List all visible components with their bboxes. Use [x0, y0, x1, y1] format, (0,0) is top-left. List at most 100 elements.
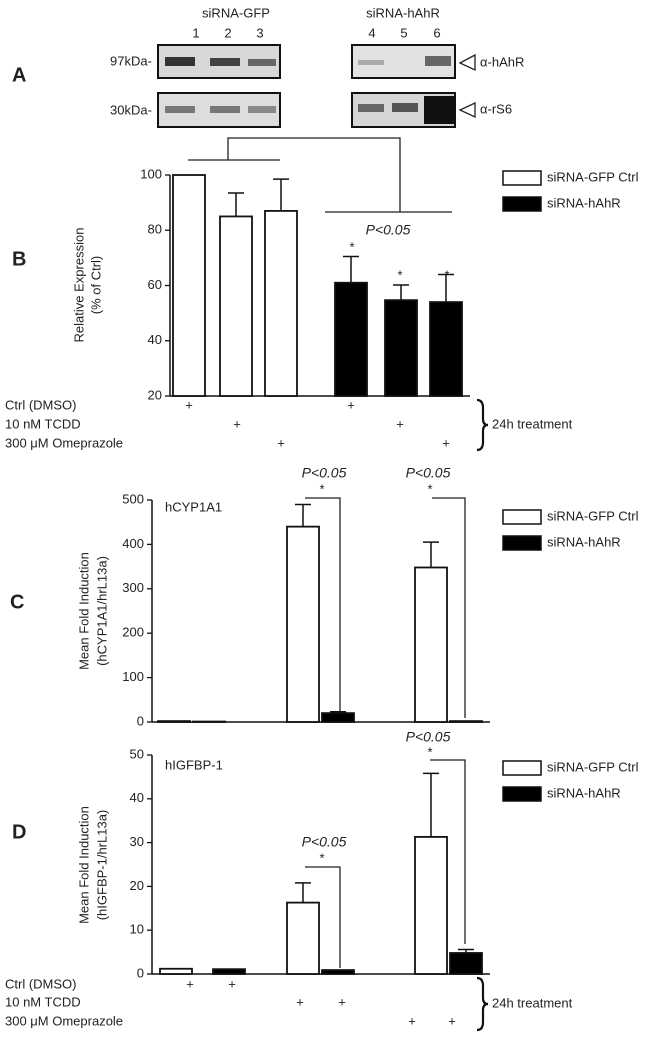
bar	[321, 969, 355, 975]
bar	[172, 174, 206, 397]
annotation: hCYP1A1	[165, 499, 222, 514]
y-axis-label: Relative Expression	[71, 228, 86, 343]
treatment-label: Ctrl (DMSO)	[5, 397, 77, 412]
y-tick-label: 80	[148, 222, 162, 237]
error-bar	[423, 772, 439, 837]
annotation: P<0.05	[366, 222, 411, 238]
lane: 1	[192, 25, 199, 40]
annotation: *	[427, 481, 432, 496]
bar	[264, 210, 298, 397]
y-tick-label: 40	[148, 332, 162, 347]
error-bar	[423, 541, 439, 568]
annotation: *	[349, 239, 354, 254]
lane: 3	[256, 25, 263, 40]
bracket	[305, 497, 466, 718]
bar	[321, 712, 355, 723]
treatment-mark: +	[277, 435, 285, 450]
panel-label: B	[12, 248, 26, 270]
brace-label: 24h treatment	[492, 995, 573, 1010]
error-bar	[343, 255, 359, 283]
annotation: P<0.05	[302, 465, 347, 481]
lane: 5	[400, 25, 407, 40]
treatment-label: 10 nM TCDD	[5, 994, 81, 1009]
legend-label: siRNA-GFP Ctrl	[547, 169, 639, 184]
annotation: hIGFBP-1	[165, 757, 223, 772]
y-tick-label: 0	[137, 965, 144, 980]
annotation: P<0.05	[406, 465, 451, 481]
annotation: *	[319, 481, 324, 496]
blot-image	[157, 44, 456, 128]
y-tick-label: 100	[122, 669, 144, 684]
y-tick-label: 20	[148, 387, 162, 402]
bar	[429, 301, 463, 397]
legend-label: siRNA-hAhR	[547, 195, 621, 210]
legend-swatch	[502, 196, 542, 212]
panel-label: C	[10, 591, 24, 613]
y-axis-label: (% of Ctrl)	[88, 256, 103, 315]
treatment-label: Ctrl (DMSO)	[5, 976, 77, 991]
y-tick-label: 10	[130, 922, 144, 937]
legend-swatch	[502, 509, 542, 525]
treatment-mark: +	[228, 976, 236, 991]
treatment-mark: +	[442, 435, 450, 450]
bar	[334, 281, 368, 397]
bar	[414, 566, 448, 723]
treatment-mark: +	[185, 397, 193, 412]
legend-swatch	[502, 786, 542, 802]
y-axis-label: Mean Fold Induction	[76, 552, 91, 670]
annotation: P<0.05	[302, 834, 347, 850]
bar	[449, 952, 483, 975]
size-marker: 97kDa-	[110, 53, 152, 68]
arrow	[458, 53, 476, 119]
y-axis-label: (hCYP1A1/hrL13a)	[94, 556, 109, 666]
antibody: α-hAhR	[480, 54, 524, 69]
bracket	[305, 759, 466, 968]
error-bar	[295, 503, 311, 527]
treatment-mark: +	[296, 994, 304, 1009]
y-tick-label: 60	[148, 277, 162, 292]
size-marker: 30kDa-	[110, 102, 152, 117]
lane: 2	[224, 25, 231, 40]
legend-label: siRNA-hAhR	[547, 785, 621, 800]
y-tick-label: 400	[122, 536, 144, 551]
panel-label: D	[12, 821, 26, 843]
legend-label: siRNA-GFP Ctrl	[547, 508, 639, 523]
legend-label: siRNA-GFP Ctrl	[547, 759, 639, 774]
error-bar	[438, 273, 454, 303]
bar	[286, 901, 320, 975]
bar	[219, 215, 253, 397]
treatment-mark: +	[396, 416, 404, 431]
y-axis-label: (hIGFBP-1/hrL13a)	[94, 810, 109, 921]
y-tick-label: 200	[122, 625, 144, 640]
y-tick-label: 0	[137, 713, 144, 728]
error-bar	[273, 178, 289, 211]
treatment-mark: +	[448, 1013, 456, 1028]
y-tick-label: 500	[122, 491, 144, 506]
bar	[157, 720, 191, 723]
bar	[159, 967, 193, 975]
y-tick-label: 300	[122, 580, 144, 595]
error-bar	[228, 192, 244, 217]
treatment-label: 300 μM Omeprazole	[5, 435, 123, 450]
treatment-mark: +	[233, 416, 241, 431]
bar	[449, 720, 483, 723]
bar	[286, 525, 320, 723]
legend-swatch	[502, 170, 542, 186]
antibody: α-rS6	[480, 101, 512, 116]
bracket	[188, 137, 452, 213]
error-bar	[393, 284, 409, 301]
treatment-label: 300 μM Omeprazole	[5, 1013, 123, 1028]
y-tick-label: 50	[130, 746, 144, 761]
treatment-mark: +	[347, 397, 355, 412]
annotation: *	[427, 744, 432, 759]
treatment-mark: +	[408, 1013, 416, 1028]
lane: 6	[433, 25, 440, 40]
legend-swatch	[502, 535, 542, 551]
y-tick-label: 100	[140, 166, 162, 181]
blot-group: siRNA-hAhR	[366, 5, 440, 20]
annotation: *	[319, 850, 324, 865]
blot-group: siRNA-GFP	[202, 5, 270, 20]
annotation: P<0.05	[406, 729, 451, 745]
y-axis-label: Mean Fold Induction	[76, 806, 91, 924]
